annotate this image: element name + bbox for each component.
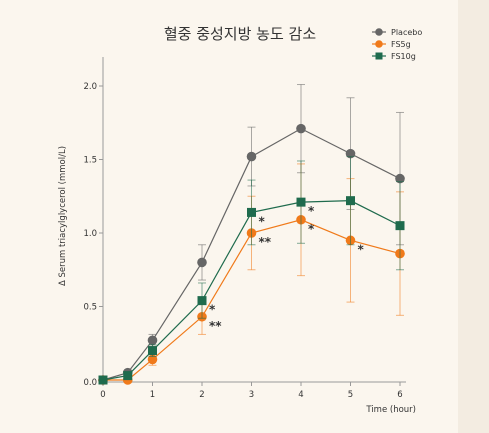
legend-marker — [375, 28, 383, 36]
significance-marker: * — [209, 303, 216, 317]
legend-item: FS10g — [372, 52, 416, 61]
x-tick-label: 0 — [100, 390, 105, 400]
y-tick-label: 1.5 — [83, 156, 97, 166]
x-ticks: 0 1 2 3 4 5 6 — [100, 382, 403, 400]
series-line — [102, 127, 401, 381]
legend-item: FS5g — [372, 40, 411, 49]
legend-label: Placebo — [391, 28, 422, 37]
legend: Placebo FS5g FS10g — [372, 28, 422, 61]
y-axis-label: Δ Serum triacylglycerol (mmol/L) — [58, 146, 68, 286]
series-fs10g — [98, 156, 405, 385]
right-margin-band — [458, 0, 489, 433]
data-point — [345, 148, 356, 159]
data-point — [148, 346, 157, 356]
significance-marker: ** — [209, 319, 222, 333]
x-tick-label: 4 — [298, 390, 303, 400]
data-point — [395, 221, 405, 231]
data-point — [247, 207, 256, 217]
data-point — [98, 375, 108, 385]
x-tick-label: 6 — [397, 390, 402, 400]
y-tick-label: 2.0 — [83, 82, 97, 92]
data-point — [395, 173, 405, 184]
legend-item: Placebo — [372, 28, 422, 37]
significance-marker: * — [308, 204, 315, 218]
legend-marker — [375, 52, 383, 60]
y-tick-label: 1.0 — [83, 229, 97, 239]
data-point — [147, 354, 158, 365]
chart-title: 혈중 중성지방 농도 감소 — [164, 25, 317, 43]
x-axis-label: Time (hour) — [365, 405, 416, 415]
y-ticks: 0.0 0.5 1.0 1.5 2.0 — [83, 82, 103, 388]
legend-marker — [375, 40, 383, 48]
legend-label: FS10g — [391, 52, 416, 61]
data-point — [147, 335, 158, 346]
x-tick-label: 5 — [348, 390, 353, 400]
series-placebo — [98, 84, 405, 385]
series-layer — [98, 84, 405, 385]
significance-marker: * — [259, 214, 266, 228]
data-point — [296, 123, 306, 134]
legend-label: FS5g — [391, 40, 411, 49]
data-point — [296, 197, 306, 207]
x-tick-label: 1 — [150, 390, 155, 400]
significance-marker: * — [358, 242, 365, 256]
y-tick-label: 0.0 — [83, 378, 97, 388]
data-point — [123, 371, 133, 381]
x-tick-label: 2 — [199, 390, 204, 400]
axes — [102, 57, 406, 383]
y-tick-label: 0.5 — [83, 303, 97, 313]
x-tick-label: 3 — [249, 390, 254, 400]
data-point — [197, 296, 207, 306]
annotation-layer: ********* — [209, 204, 365, 333]
data-point — [246, 151, 257, 162]
significance-marker: ** — [259, 235, 272, 249]
data-point — [197, 257, 207, 268]
data-point — [346, 196, 355, 206]
significance-marker: * — [308, 222, 315, 236]
